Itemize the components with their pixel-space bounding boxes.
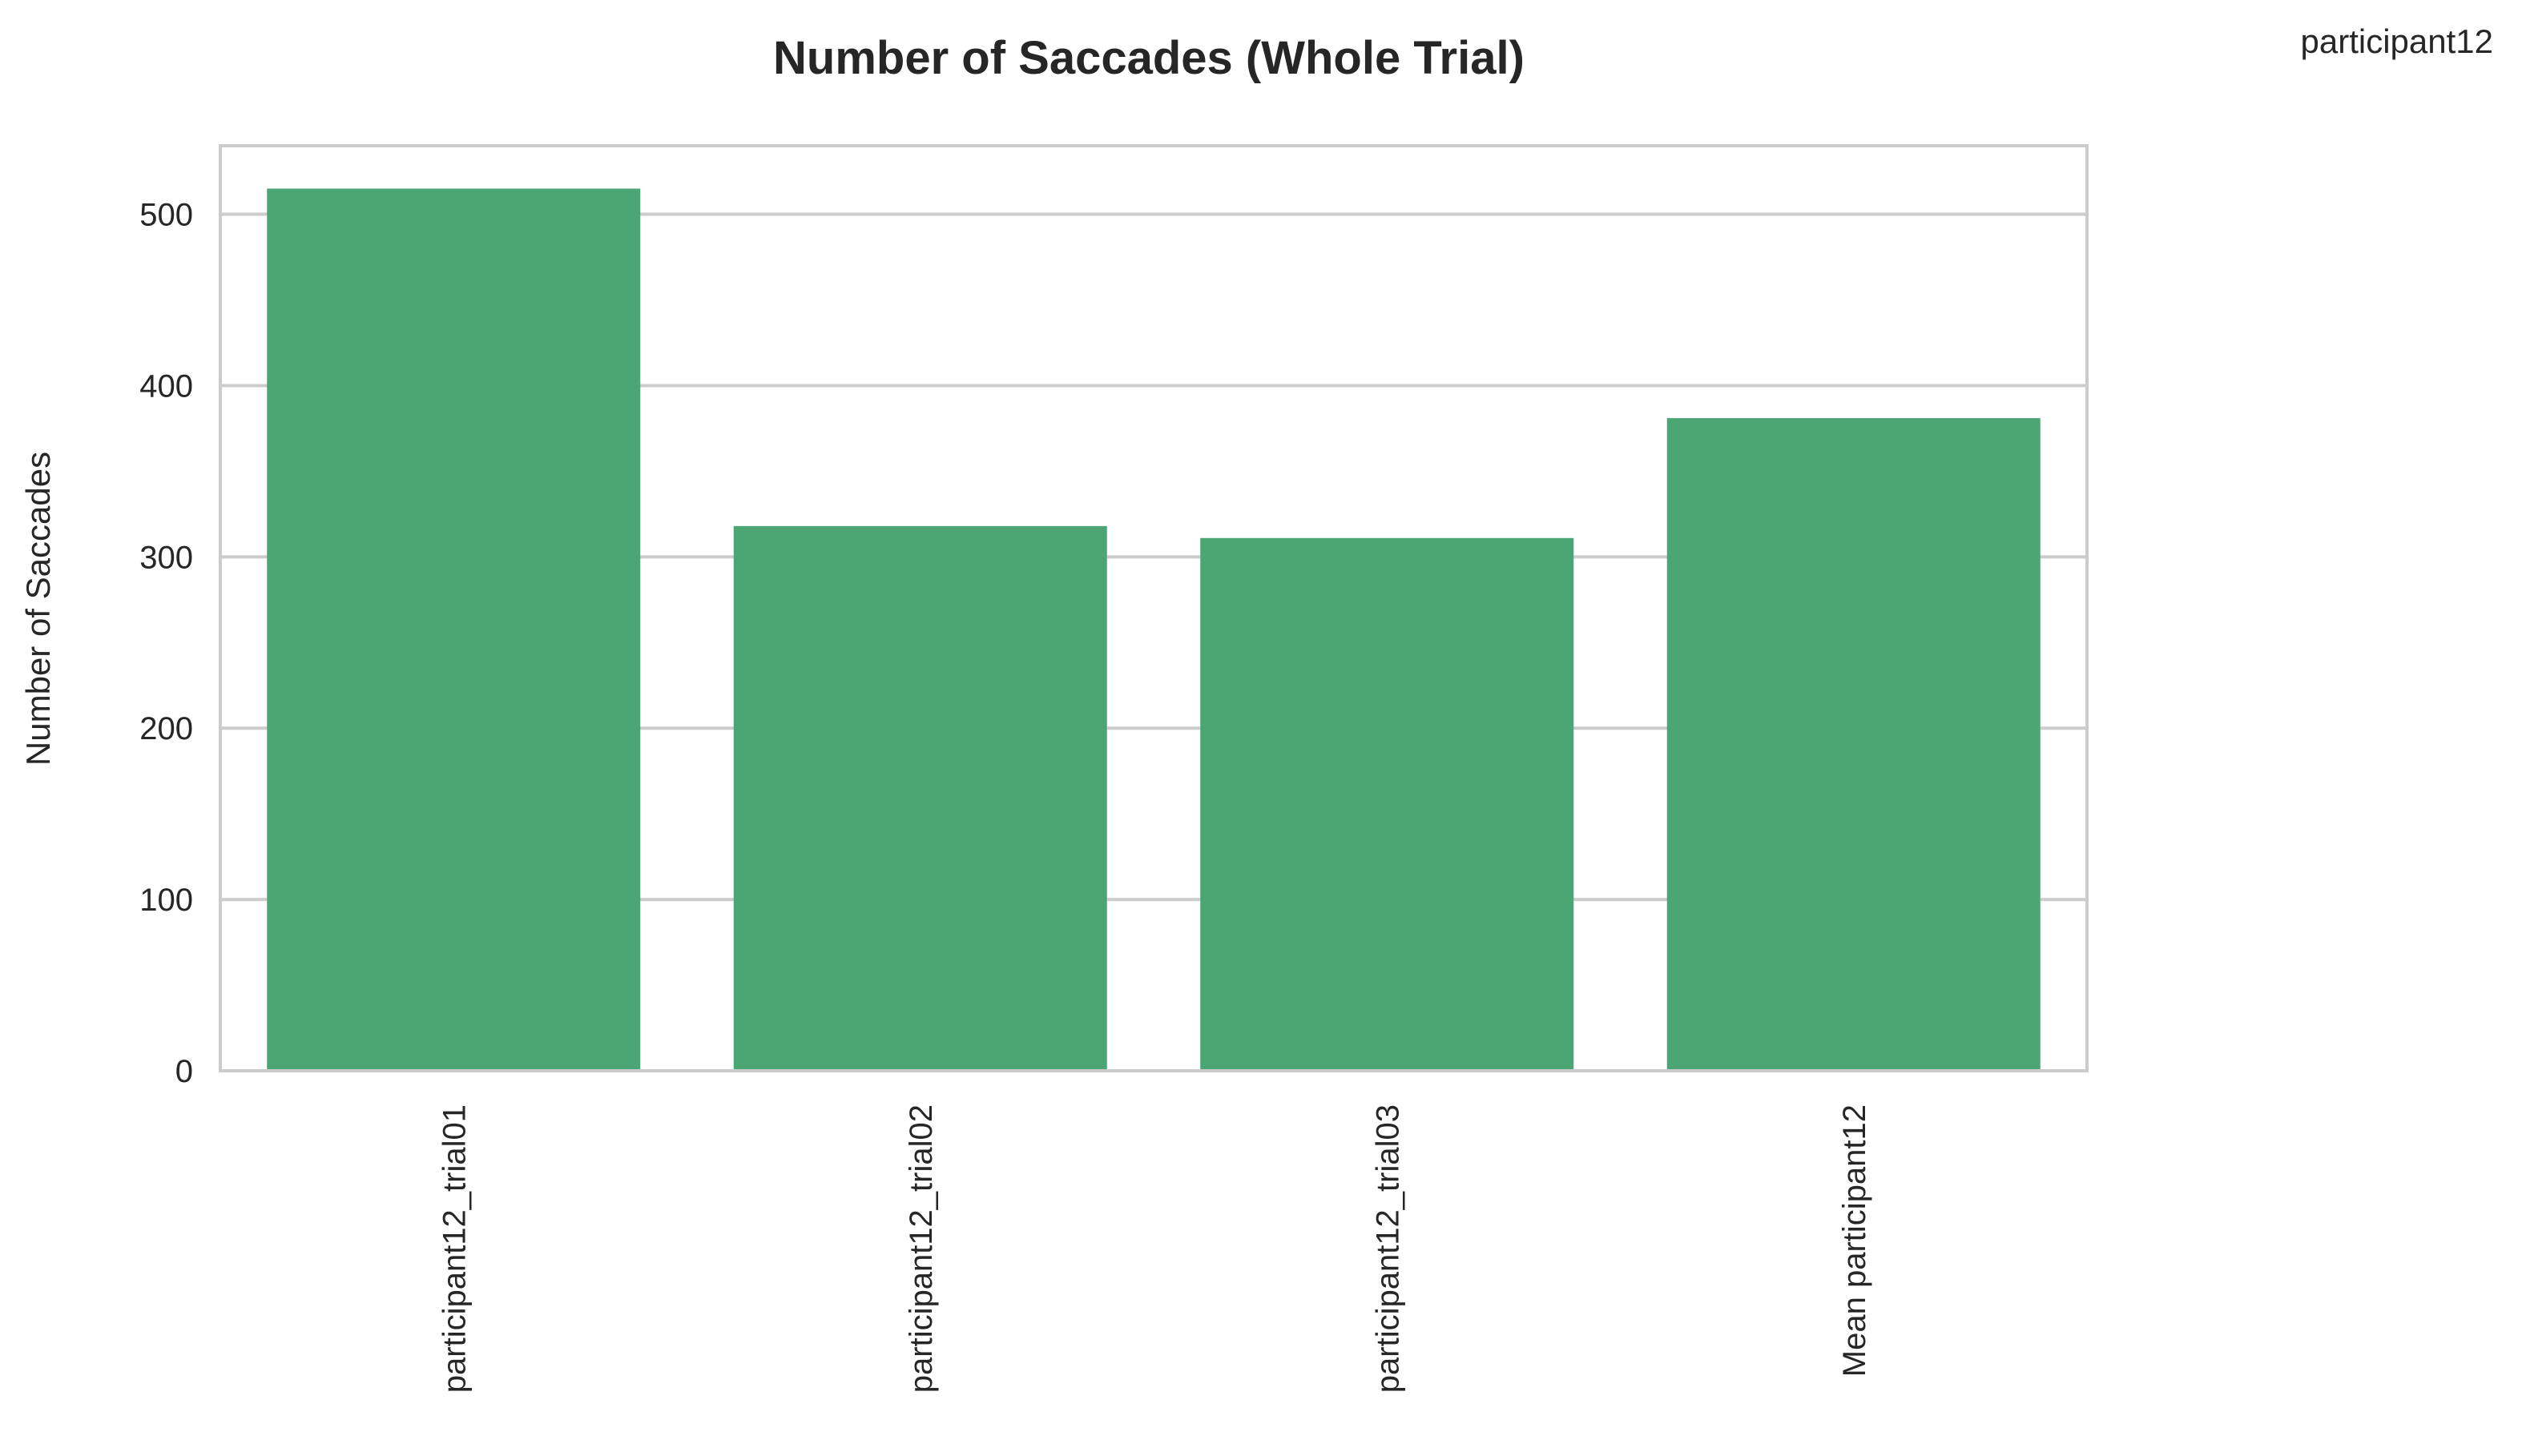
y-tick-label: 300 xyxy=(139,540,193,575)
y-axis-label: Number of Saccades xyxy=(19,452,57,766)
y-tick-label: 500 xyxy=(139,198,193,233)
y-tick-label: 100 xyxy=(139,883,193,918)
x-tick-label: participant12_trial01 xyxy=(437,1104,472,1393)
legend-label: participant12 xyxy=(2301,22,2494,60)
plot-frame xyxy=(219,144,2089,1072)
x-tick-label: Mean participant12 xyxy=(1837,1104,1872,1377)
y-tick-label: 200 xyxy=(139,711,193,746)
bar-1 xyxy=(267,188,641,1072)
bar-2 xyxy=(733,525,1107,1071)
bars xyxy=(267,188,2041,1072)
bar-3 xyxy=(1200,537,1574,1071)
x-tick-label: participant12_trial02 xyxy=(904,1104,939,1393)
y-tick-label: 0 xyxy=(175,1054,193,1089)
y-tick-label: 400 xyxy=(139,368,193,404)
chart-title: Number of Saccades (Whole Trial) xyxy=(773,32,1525,84)
bar-4 xyxy=(1666,418,2041,1071)
y-tick-labels: 0 100 200 300 400 500 xyxy=(139,198,193,1089)
x-tick-labels: participant12_trial01 participant12_trial… xyxy=(437,1104,1872,1393)
x-tick-label: participant12_trial03 xyxy=(1370,1104,1405,1393)
